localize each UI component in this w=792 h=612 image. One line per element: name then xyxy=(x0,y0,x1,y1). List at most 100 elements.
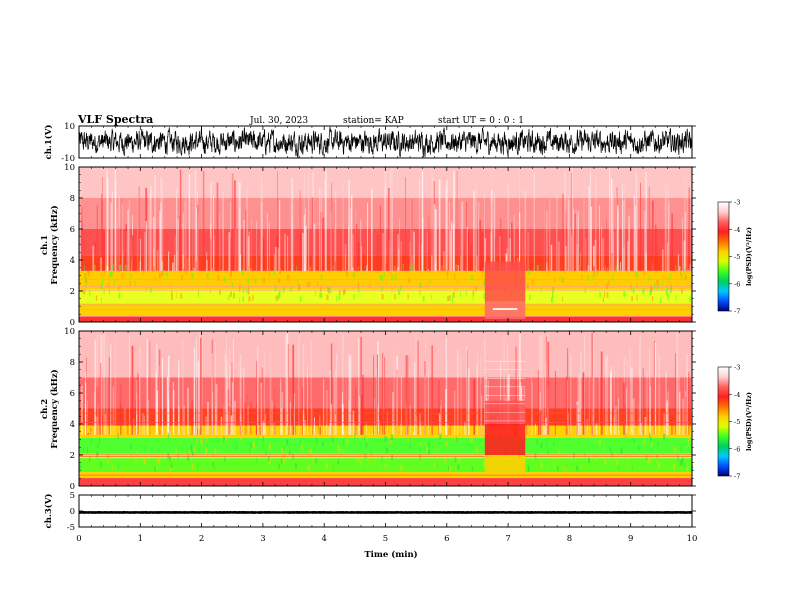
spectrogram-speckle xyxy=(305,454,307,460)
spectrogram-speckle xyxy=(224,456,226,462)
spectrogram-streak xyxy=(524,190,527,271)
spectrogram-speckle xyxy=(145,287,147,293)
spectrogram-streak xyxy=(645,171,647,271)
spectrogram-streak xyxy=(177,219,180,271)
spectrogram-speckle xyxy=(684,267,686,274)
spectrogram-speckle xyxy=(553,462,555,468)
spectrogram-speckle xyxy=(681,288,683,294)
spectrogram-streak xyxy=(256,220,258,271)
spectrogram-streak xyxy=(664,183,667,271)
spectrogram-speckle xyxy=(205,448,208,454)
spectrogram-streak xyxy=(238,259,240,271)
spectrogram-streak xyxy=(418,248,420,271)
spectrogram-streak xyxy=(382,353,384,435)
spectrogram-streak xyxy=(676,332,679,435)
spectrogram-speckle xyxy=(167,453,170,459)
spectrogram-streak xyxy=(256,345,259,435)
spectrogram-speckle xyxy=(562,296,564,302)
spectrogram-streak xyxy=(334,199,336,271)
spectrogram-streak xyxy=(211,268,213,271)
spectrogram-speckle xyxy=(190,444,193,451)
spectrogram-speckle xyxy=(394,293,396,300)
spectrogram-speckle xyxy=(306,282,309,288)
spectrogram-streak xyxy=(348,429,351,435)
spectrogram-speckle xyxy=(422,296,425,302)
spectrogram-streak xyxy=(96,334,98,435)
spectrogram-streak xyxy=(319,187,320,271)
spectrogram-streak xyxy=(445,190,447,271)
spectrogram-streak xyxy=(519,333,521,435)
spectrogram-speckle xyxy=(447,295,449,302)
spectrogram-streak xyxy=(624,199,626,271)
spectrogram-streak xyxy=(558,241,560,271)
spectrogram-streak xyxy=(633,195,636,271)
spectrogram-streak xyxy=(602,417,604,435)
spectrogram-streak xyxy=(197,428,198,435)
spectrogram-streak xyxy=(612,187,614,271)
spectrogram-streak xyxy=(216,182,219,271)
spectrogram-streak xyxy=(261,367,264,435)
spectrogram-speckle xyxy=(367,455,369,461)
spectrogram-streak xyxy=(349,355,352,435)
spectrogram-speckle xyxy=(453,435,456,441)
y-tick-label: 10 xyxy=(64,163,75,173)
spectrogram-speckle xyxy=(167,432,169,439)
spectrogram-streak xyxy=(246,395,248,435)
spectrogram-streak xyxy=(371,433,373,435)
spectrogram-speckle xyxy=(547,449,549,455)
spectrogram-streak xyxy=(361,246,362,271)
spectrogram-streak xyxy=(139,260,141,271)
spectrogram-speckle xyxy=(652,446,653,453)
spectrogram-speckle xyxy=(88,290,91,296)
spectrogram-streak xyxy=(195,207,198,271)
spectrogram-speckle xyxy=(118,462,119,468)
colorbar-rect xyxy=(717,366,730,477)
y-tick-label: 2 xyxy=(70,287,75,297)
spectrogram-streak xyxy=(543,377,545,435)
spectrogram-streak xyxy=(642,367,643,435)
spectrogram-streak xyxy=(149,341,151,435)
spectrogram-speckle xyxy=(454,266,456,273)
spectrogram-streak xyxy=(690,180,692,271)
spectrogram-streak xyxy=(96,386,99,435)
spectrogram-streak xyxy=(110,202,112,271)
spectrogram-speckle xyxy=(649,455,652,462)
spectrogram-streak xyxy=(166,376,169,435)
spectrogram-speckle xyxy=(201,433,204,440)
spectrogram-streak xyxy=(399,269,401,271)
spectrogram-streak xyxy=(593,245,595,271)
spectrogram-streak xyxy=(329,421,332,435)
spectrogram-speckle xyxy=(166,271,168,277)
spectrogram-streak xyxy=(655,224,657,271)
spectrogram-streak xyxy=(476,255,478,271)
spectrogram-streak xyxy=(554,370,556,435)
spectrogram-speckle xyxy=(319,292,322,298)
y-tick-label: 6 xyxy=(70,389,75,399)
spectrogram-speckle xyxy=(180,293,183,299)
spectrogram-streak xyxy=(176,186,178,271)
spectrogram-streak xyxy=(122,249,124,271)
spectrogram-streak xyxy=(409,405,412,435)
spectrogram-speckle xyxy=(670,284,673,291)
spectrogram-speckle xyxy=(483,267,485,274)
spectrogram-streak xyxy=(256,360,258,435)
spectrogram-streak xyxy=(215,384,218,435)
spectrogram-streak xyxy=(606,218,607,271)
spectrogram-speckle xyxy=(663,433,666,439)
spectrogram-streak xyxy=(571,172,573,271)
spectrogram-speckle xyxy=(319,286,322,292)
spectrogram-speckle xyxy=(689,296,691,302)
spectrogram-streak xyxy=(531,370,532,435)
spectrogram-streak xyxy=(405,177,406,271)
spectrogram-speckle xyxy=(89,456,91,462)
spectrogram-streak xyxy=(627,241,629,271)
y-tick-label: 4 xyxy=(70,256,75,266)
spectrogram-streak xyxy=(211,353,213,435)
spectrogram-speckle xyxy=(325,462,328,469)
spectrogram-speckle xyxy=(686,466,689,472)
spectrogram-streak xyxy=(328,426,330,435)
spectrogram-streak xyxy=(409,241,411,271)
spectrogram-speckle xyxy=(389,439,392,445)
spectrogram-streak xyxy=(509,238,511,271)
spectrogram-streak xyxy=(574,213,577,271)
